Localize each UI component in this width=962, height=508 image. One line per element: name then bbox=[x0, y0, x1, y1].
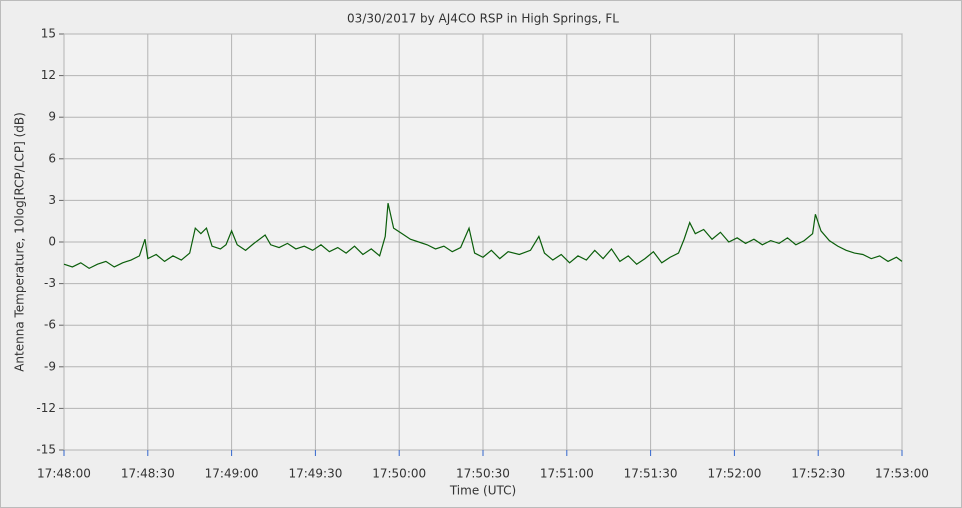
y-tick-label: 0 bbox=[48, 235, 56, 249]
y-tick-label: 15 bbox=[41, 27, 56, 41]
x-tick-label: 17:50:30 bbox=[456, 467, 510, 481]
x-tick-label: 17:48:00 bbox=[37, 467, 91, 481]
y-tick-label: 6 bbox=[48, 151, 56, 165]
x-tick-label: 17:53:00 bbox=[875, 467, 929, 481]
x-tick-label: 17:48:30 bbox=[121, 467, 175, 481]
x-tick-label: 17:52:30 bbox=[791, 467, 845, 481]
y-tick-label: -3 bbox=[44, 276, 56, 290]
y-tick-label: -15 bbox=[36, 443, 56, 457]
x-axis-label: Time (UTC) bbox=[449, 484, 516, 498]
y-tick-label: 9 bbox=[48, 110, 56, 124]
y-tick-label: -9 bbox=[44, 359, 56, 373]
y-tick-label: 12 bbox=[41, 68, 56, 82]
x-tick-label: 17:49:00 bbox=[205, 467, 259, 481]
y-tick-label: 3 bbox=[48, 193, 56, 207]
x-tick-label: 17:52:00 bbox=[707, 467, 761, 481]
x-tick-label: 17:51:00 bbox=[540, 467, 594, 481]
x-tick-label: 17:49:30 bbox=[288, 467, 342, 481]
x-tick-label: 17:51:30 bbox=[624, 467, 678, 481]
y-tick-label: -12 bbox=[36, 401, 56, 415]
y-axis-label: Antenna Temperature, 10log[RCP/LCP] (dB) bbox=[13, 112, 27, 372]
x-tick-label: 17:50:00 bbox=[372, 467, 426, 481]
chart-title: 03/30/2017 by AJ4CO RSP in High Springs,… bbox=[347, 12, 619, 26]
y-tick-label: -6 bbox=[44, 318, 56, 332]
data-line bbox=[63, 203, 903, 270]
